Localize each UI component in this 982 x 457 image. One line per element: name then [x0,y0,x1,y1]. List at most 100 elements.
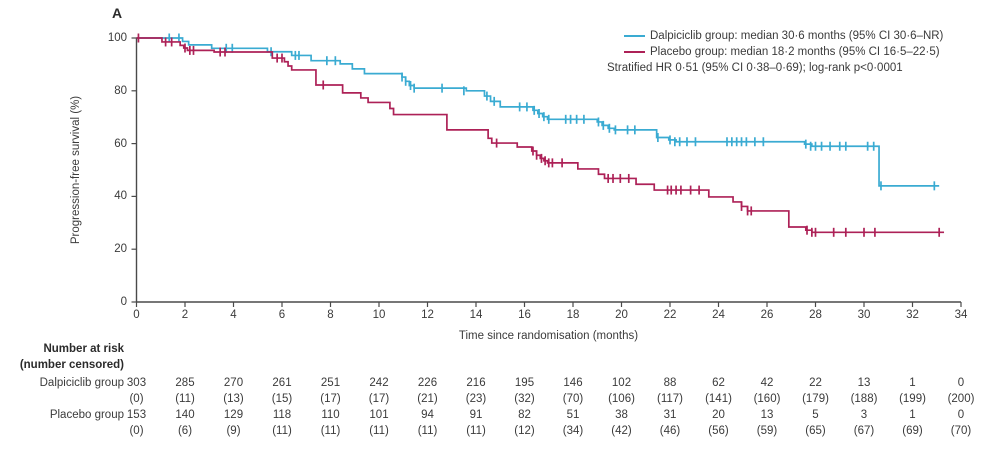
risk-row-label-dalpiciclib: Dalpiciclib group [39,377,124,389]
dalpiciclib-line-swatch-icon [624,35,645,37]
censored-value: (106) [608,393,635,405]
at-risk-value: 1 [909,409,916,421]
censored-value: (70) [562,393,584,405]
censored-value: (11) [320,425,341,437]
x-tick-label: 4 [230,309,237,321]
censored-value: (117) [657,393,683,405]
at-risk-value: 146 [563,377,583,389]
at-risk-value: 31 [663,409,677,421]
censored-value: (179) [802,393,829,405]
censored-value: (17) [320,393,341,405]
at-risk-value: 303 [126,377,147,389]
censored-value: (11) [175,393,195,405]
censored-value: (70) [950,425,972,437]
at-risk-value: 270 [223,377,244,389]
at-risk-value: 62 [712,377,725,389]
legend-entry-placebo: Placebo group: median 18·2 months (95% C… [624,44,943,60]
y-tick-label: 40 [114,190,127,203]
x-tick-label: 22 [663,309,677,321]
at-risk-value: 118 [272,409,292,421]
censored-value: (141) [705,393,732,405]
at-risk-value: 153 [126,409,147,421]
censored-value: (21) [417,393,438,405]
x-tick-label: 20 [615,309,628,321]
x-tick-label: 18 [566,309,580,321]
censored-value: (9) [226,425,241,437]
at-risk-value: 38 [615,409,628,421]
at-risk-value: 20 [712,409,725,421]
x-tick-label: 26 [760,309,774,321]
censored-value: (12) [514,425,535,437]
at-risk-value: 195 [514,377,535,389]
x-tick-label: 12 [421,309,434,321]
censored-value: (0) [129,393,144,405]
legend-entry-label: Dalpiciclib group: median 30·6 months (9… [650,30,944,42]
censored-value: (67) [853,425,875,437]
placebo-line-swatch-icon [624,51,645,53]
at-risk-value: 22 [809,377,822,389]
legend-entry-label: Placebo group: median 18·2 months (95% C… [650,46,940,58]
censored-value: (46) [659,425,681,437]
censored-value: (56) [708,425,729,437]
legend-stat-note: Stratified HR 0·51 (95% CI 0·38–0·69); l… [607,62,903,74]
at-risk-value: 94 [421,409,434,421]
x-tick-label: 8 [327,309,334,321]
x-tick-label: 10 [372,309,386,321]
censored-value: (11) [272,425,292,437]
at-risk-value: 13 [857,377,871,389]
censored-value: (42) [611,425,632,437]
censored-value: (160) [753,393,781,405]
at-risk-value: 110 [321,409,340,421]
censored-value: (6) [177,425,193,437]
x-tick-label: 24 [712,309,725,321]
censored-value: (13) [223,393,244,405]
at-risk-value: 102 [611,377,632,389]
censored-value: (199) [899,393,926,405]
censored-value: (11) [369,425,389,437]
at-risk-value: 1 [909,377,916,389]
at-risk-value: 91 [469,409,483,421]
at-risk-value: 5 [812,409,819,421]
legend: Dalpiciclib group: median 30·6 months (9… [607,28,943,76]
censored-value: (23) [465,393,487,405]
at-risk-value: 51 [566,409,580,421]
censored-value: (15) [271,393,293,405]
at-risk-value: 242 [369,377,389,389]
x-tick-label: 2 [181,309,189,321]
censored-value: (34) [562,425,584,437]
x-tick-label: 32 [906,309,919,321]
at-risk-value: 140 [175,409,195,421]
at-risk-value: 251 [320,377,341,389]
y-tick-label: 80 [114,84,127,97]
at-risk-value: 285 [175,377,195,389]
x-tick-label: 0 [133,309,140,321]
at-risk-value: 88 [663,377,677,389]
at-risk-value: 82 [518,409,531,421]
censored-value: (11) [466,425,486,437]
x-tick-label: 34 [954,309,968,321]
at-risk-value: 101 [369,409,389,421]
at-risk-value: 261 [272,377,292,389]
at-risk-value: 3 [860,409,868,421]
at-risk-value: 129 [223,409,244,421]
x-tick-label: 6 [278,309,286,321]
at-risk-value: 13 [760,409,774,421]
censored-value: (32) [514,393,535,405]
x-axis-title: Time since randomisation (months) [458,330,639,342]
censored-value: (69) [902,425,923,437]
y-tick-label: 20 [114,243,127,256]
risk-row-label-placebo: Placebo group [49,409,124,421]
censored-value: (200) [947,393,975,405]
censored-value: (11) [417,425,438,437]
censored-value: (0) [129,425,144,437]
risk-table-header: Number at risk [43,343,124,355]
x-tick-label: 14 [469,309,483,321]
censored-value: (188) [850,393,878,405]
y-tick-label: 0 [120,296,127,308]
at-risk-value: 42 [760,377,774,389]
x-tick-label: 28 [809,309,822,321]
y-tick-label: 100 [107,32,127,44]
at-risk-value: 0 [957,409,965,421]
